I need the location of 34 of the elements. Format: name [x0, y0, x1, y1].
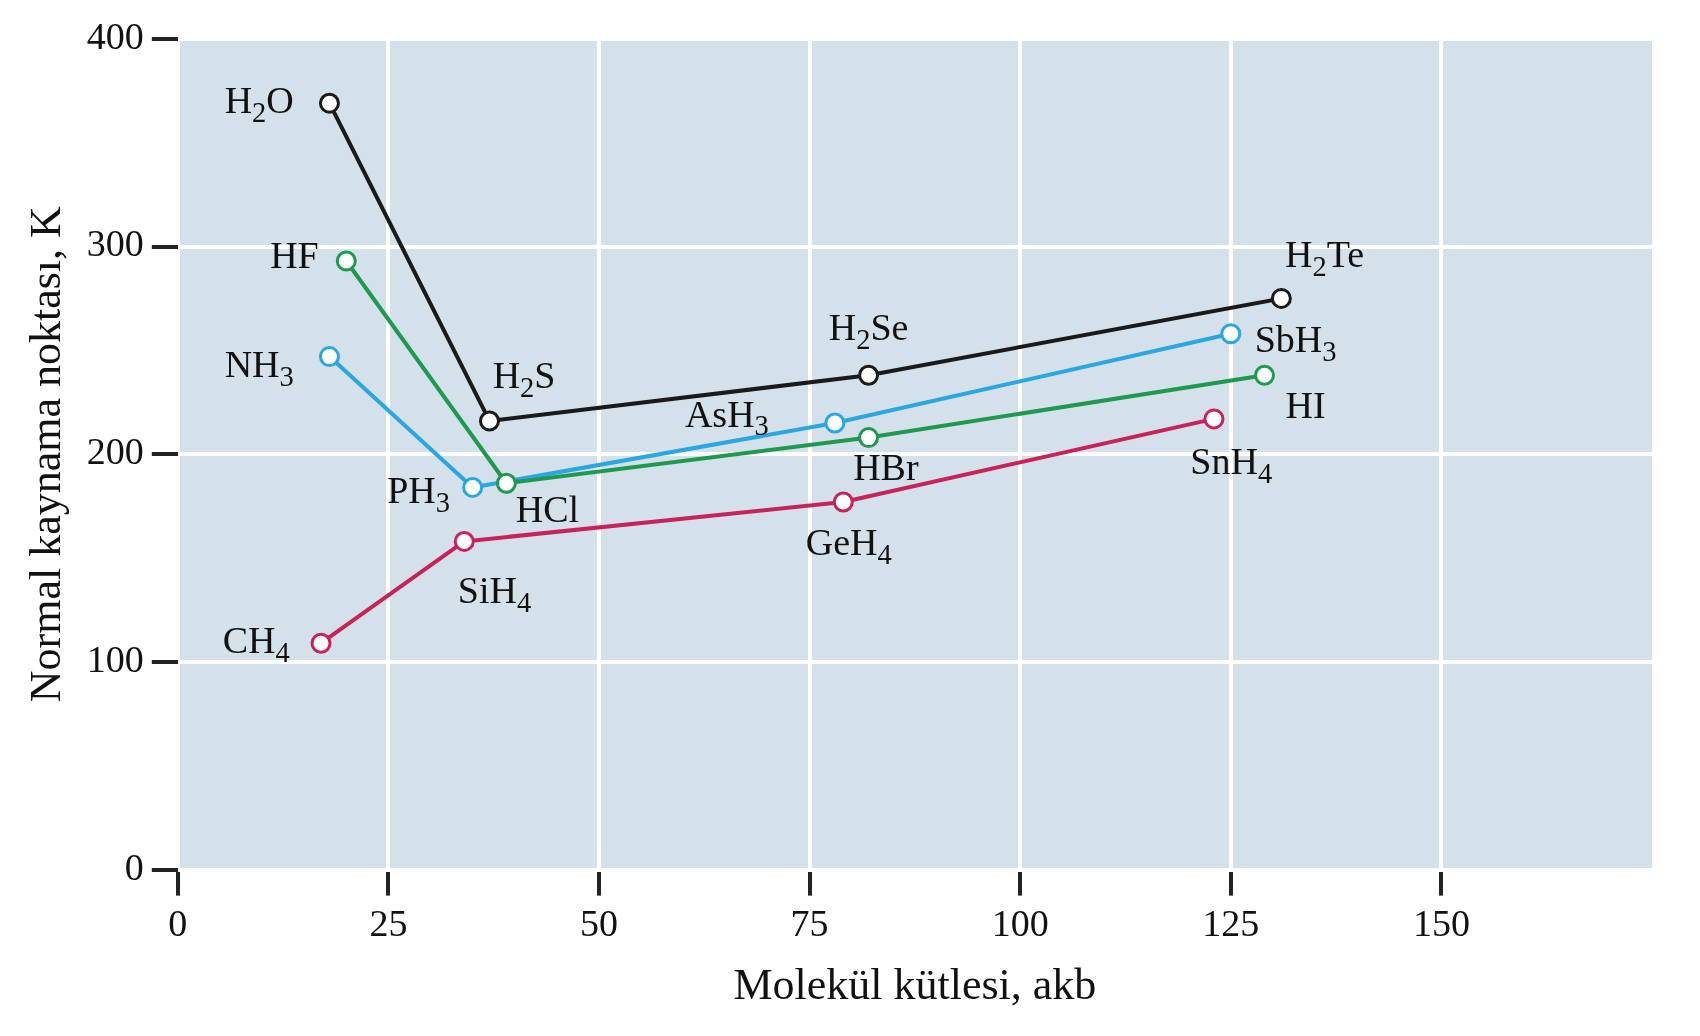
x-tick-label: 125: [1202, 902, 1260, 945]
point: [462, 476, 484, 498]
y-tick-label: 400: [86, 14, 144, 57]
y-tick-label: 100: [86, 637, 144, 680]
point: [478, 410, 500, 432]
point: [495, 472, 517, 494]
point: [453, 530, 475, 552]
point: [824, 412, 846, 434]
x-tick-label: 50: [580, 902, 618, 945]
point: [832, 491, 854, 513]
point: [318, 346, 340, 368]
point: [858, 364, 880, 386]
point: [858, 427, 880, 449]
point: [1270, 287, 1292, 309]
point: [318, 92, 340, 114]
annotation: HBr: [853, 445, 919, 488]
point: [1254, 364, 1275, 386]
x-tick-label: 25: [369, 902, 408, 945]
annotation: HF: [270, 233, 319, 276]
point: [1220, 323, 1242, 345]
y-tick-label: 200: [86, 430, 144, 473]
point: [1203, 408, 1225, 430]
x-tick-label: 0: [168, 902, 188, 945]
x-axis-title: Molekül kütlesi, akb: [733, 960, 1097, 1010]
x-tick-label: 100: [991, 902, 1049, 945]
point: [310, 632, 332, 654]
x-tick-label: 75: [790, 902, 829, 945]
y-tick-label: 300: [86, 222, 144, 265]
annotation: HCl: [515, 488, 580, 531]
y-tick-label: 0: [124, 845, 144, 888]
y-axis-title: Normal kaynama noktası, K: [20, 205, 70, 703]
x-tick-label: 150: [1412, 902, 1470, 945]
annotation: HI: [1285, 383, 1326, 426]
point: [335, 250, 357, 272]
